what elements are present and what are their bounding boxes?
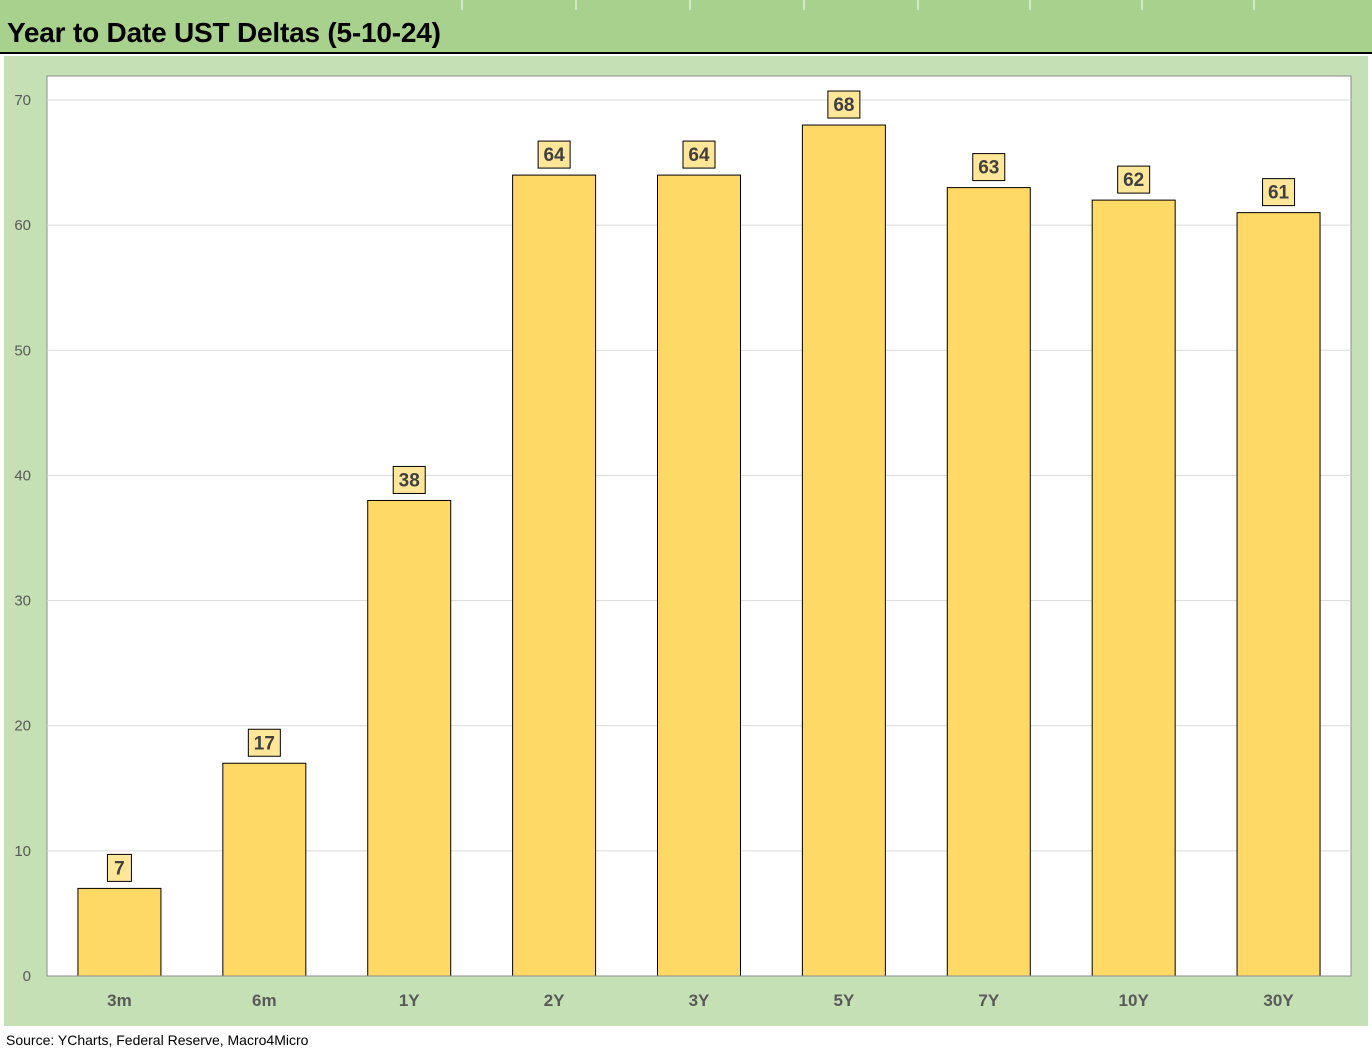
bar (77, 887, 162, 977)
data-label-box (537, 140, 571, 169)
x-tick-label: 3Y (689, 991, 710, 1010)
data-label-box (106, 853, 132, 882)
y-tick-label: 30 (14, 593, 31, 610)
x-tick-label: 30Y (1263, 991, 1294, 1010)
x-tick-label: 7Y (978, 991, 999, 1010)
data-label: 7 (114, 858, 125, 879)
data-label: 64 (544, 145, 566, 166)
data-label-box (392, 465, 426, 494)
spreadsheet-gridlines (461, 0, 1255, 10)
data-label-box (1117, 165, 1151, 194)
data-label-box (972, 153, 1006, 182)
data-label: 62 (1123, 170, 1144, 191)
x-tick-label: 5Y (833, 991, 854, 1010)
x-tick-label: 3m (107, 991, 132, 1010)
y-tick-label: 60 (14, 217, 31, 234)
chart-title: Year to Date UST Deltas (5-10-24) (7, 17, 441, 48)
data-label: 61 (1268, 183, 1290, 204)
y-tick-label: 10 (14, 843, 31, 860)
y-tick-label: 20 (14, 718, 31, 735)
data-label-box (1262, 178, 1296, 207)
data-label-box (247, 728, 281, 757)
bar (1236, 212, 1321, 977)
y-tick-label: 40 (14, 467, 31, 484)
data-label: 17 (254, 733, 275, 754)
x-tick-label: 10Y (1119, 991, 1150, 1010)
bar (1091, 199, 1176, 977)
data-label-box (682, 140, 716, 169)
y-tick-label: 0 (23, 968, 31, 985)
bar (222, 762, 307, 977)
x-tick-label: 2Y (544, 991, 565, 1010)
bar (512, 174, 597, 977)
bar (657, 174, 741, 977)
bar (367, 499, 452, 977)
x-tick-label: 6m (252, 991, 277, 1010)
data-label-box (827, 90, 861, 119)
title-bar: Year to Date UST Deltas (5-10-24) (0, 0, 1372, 54)
bar (946, 187, 1031, 977)
y-tick-label: 50 (14, 342, 31, 359)
x-tick-label: 1Y (399, 991, 420, 1010)
source-note: Source: YCharts, Federal Reserve, Macro4… (6, 1032, 309, 1048)
data-label: 38 (399, 470, 420, 491)
bar (801, 124, 886, 977)
data-label: 63 (978, 158, 999, 179)
data-label: 64 (688, 145, 710, 166)
y-tick-label: 70 (14, 92, 31, 109)
data-label: 68 (833, 95, 854, 116)
